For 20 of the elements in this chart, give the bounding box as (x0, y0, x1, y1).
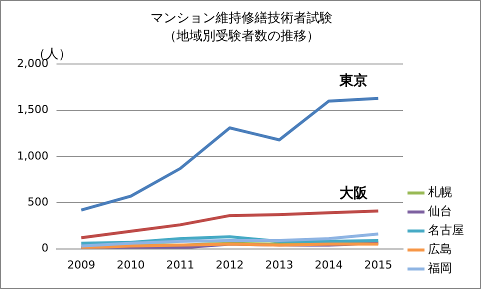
series-label: 大阪 (340, 186, 368, 202)
y-tick-label: 1,500 (16, 103, 48, 116)
legend-label: 福岡 (428, 261, 452, 276)
x-tick-label: 2012 (216, 258, 244, 272)
x-tick-label: 2011 (166, 258, 194, 272)
legend-label: 名古屋 (428, 223, 464, 238)
y-tick-label: 500 (27, 196, 48, 209)
chart-title: マンション維持修繕技術者試験 (150, 11, 332, 26)
x-tick-label: 2009 (67, 258, 96, 272)
y-tick-label: 1,000 (16, 149, 48, 162)
x-tick-label: 2013 (265, 258, 294, 272)
y-tick-label: 0 (41, 242, 48, 255)
legend-label: 札幌 (428, 185, 452, 200)
series-label: 東京 (338, 72, 368, 89)
chart-subtitle: （地域別受験者数の推移） (164, 28, 320, 44)
legend-label: 仙台 (428, 204, 452, 218)
x-tick-label: 2015 (364, 258, 392, 272)
legend-label: 広島 (428, 242, 452, 256)
x-tick-label: 2014 (314, 258, 343, 272)
x-tick-label: 2010 (116, 258, 145, 272)
